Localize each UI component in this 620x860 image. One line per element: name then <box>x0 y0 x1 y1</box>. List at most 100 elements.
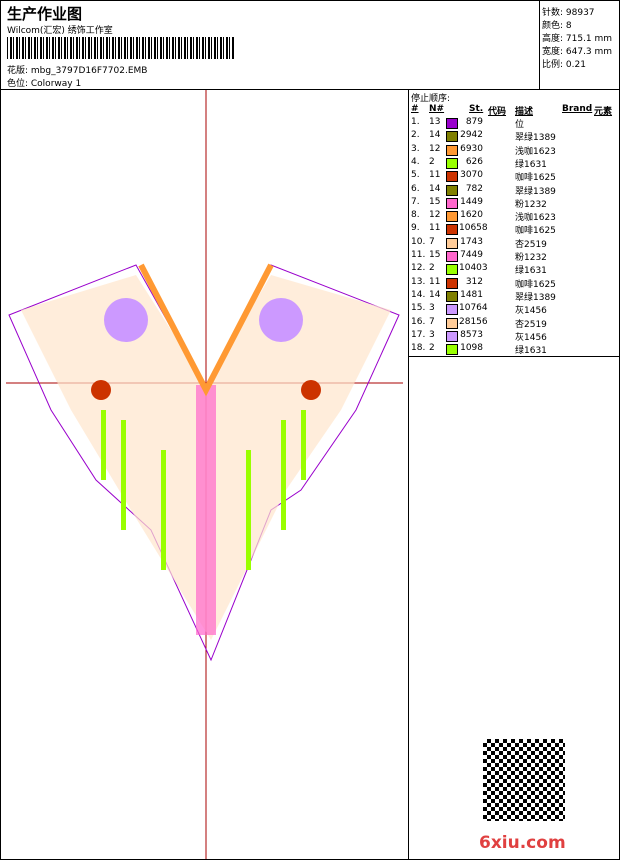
color-swatch <box>446 290 458 302</box>
description: 翠绿1389 <box>515 133 556 144</box>
row-number: 6. <box>411 183 420 194</box>
divider <box>408 356 619 357</box>
column-header: 描述 <box>515 107 534 117</box>
needle: 2 <box>429 263 435 274</box>
stitches: 879 <box>465 117 483 127</box>
row-number: 8. <box>411 210 420 221</box>
description: 杏2519 <box>515 319 547 330</box>
stitches: 1098 <box>460 343 483 354</box>
description: 粉1232 <box>515 253 547 263</box>
description: 绿1631 <box>515 266 547 277</box>
needle: 14 <box>429 183 441 194</box>
needle: 14 <box>429 130 441 141</box>
column-header: 代码 <box>488 107 507 117</box>
row-number: 16. <box>411 316 426 327</box>
needle: 13 <box>429 117 441 127</box>
stitches: 1449 <box>460 196 483 207</box>
color-swatch <box>446 211 458 223</box>
needle: 15 <box>429 196 441 207</box>
needle: 12 <box>429 210 441 221</box>
column-header: St. <box>469 104 484 114</box>
motif <box>301 380 321 400</box>
stitches: 1620 <box>460 210 483 221</box>
description: 灰1456 <box>515 306 547 317</box>
motif <box>91 380 111 400</box>
title: 生产作业图 <box>7 5 83 23</box>
row-number: 4. <box>411 156 420 167</box>
description: 杏2519 <box>515 239 547 250</box>
stitches: 1743 <box>460 236 483 247</box>
color-swatch <box>446 184 458 196</box>
description: 灰1456 <box>515 332 547 343</box>
color-swatch <box>446 344 458 356</box>
stitches: 10764 <box>459 303 488 314</box>
neckline <box>138 263 274 397</box>
stop-title: 停止顺序: <box>411 94 451 104</box>
column-header: 元素 <box>594 107 613 117</box>
color-swatch <box>446 304 458 316</box>
subtitle: Wilcom(汇宏) 绣饰工作室 <box>7 26 113 36</box>
color-swatch <box>446 197 458 209</box>
color-swatch <box>446 237 458 249</box>
stitches: 28156 <box>459 316 488 327</box>
needle: 7 <box>429 316 435 327</box>
embroidery <box>6 90 403 859</box>
row-number: 11. <box>411 250 426 260</box>
color-swatch <box>446 157 458 169</box>
divider <box>539 1 540 89</box>
needle: 12 <box>429 143 441 154</box>
row-number: 10. <box>411 236 426 247</box>
stitches: 3070 <box>460 170 483 181</box>
color-swatch <box>446 118 458 129</box>
color-swatch <box>446 317 458 329</box>
divider <box>1 89 619 90</box>
row-number: 9. <box>411 223 420 234</box>
color-swatch <box>446 171 458 183</box>
color-swatch <box>446 144 458 156</box>
color-swatch <box>446 131 458 143</box>
design-file: 花版: mbg_3797D16F7702.EMB <box>7 66 148 76</box>
color-swatch <box>446 251 458 262</box>
stitches: 6930 <box>460 143 483 154</box>
stitches: 312 <box>465 276 483 287</box>
stitches: 2942 <box>460 130 483 141</box>
info-line: 高度: 715.1 mm <box>542 34 613 44</box>
panel <box>196 385 216 635</box>
colorway: 色位: Colorway 1 <box>7 79 82 89</box>
description: 浅咖1623 <box>515 146 556 157</box>
color-swatch <box>446 264 458 276</box>
description: 粉1232 <box>515 199 547 210</box>
qr-code <box>483 739 565 821</box>
description: 咖啡1625 <box>515 173 556 184</box>
description: 咖啡1625 <box>515 279 556 290</box>
description: 浅咖1623 <box>515 213 556 224</box>
row-number: 12. <box>411 263 426 274</box>
row-number: 2. <box>411 130 420 141</box>
row-number: 17. <box>411 329 426 340</box>
color-swatch <box>446 277 458 289</box>
color-swatch <box>446 330 458 342</box>
description: 咖啡1625 <box>515 226 556 237</box>
needle: 3 <box>429 329 435 340</box>
description: 翠绿1389 <box>515 186 556 197</box>
info-line: 宽度: 647.3 mm <box>542 47 613 57</box>
description: 翠绿1389 <box>515 292 556 303</box>
needle: 7 <box>429 236 435 247</box>
row-number: 14. <box>411 289 426 300</box>
needle: 11 <box>429 276 441 287</box>
row-number: 15. <box>411 303 426 314</box>
stitches: 8573 <box>460 329 483 340</box>
description: 绿1631 <box>515 346 547 357</box>
row-number: 5. <box>411 170 420 181</box>
stitches: 1481 <box>460 289 483 300</box>
column-header: # <box>411 104 419 114</box>
needle: 3 <box>429 303 435 314</box>
needle: 2 <box>429 343 435 354</box>
stitches: 782 <box>465 183 483 194</box>
watermark: 6xiu.com <box>479 833 566 853</box>
flower <box>104 298 148 342</box>
divider <box>408 89 409 859</box>
needle: 11 <box>429 223 441 234</box>
needle: 2 <box>429 156 435 167</box>
needle: 15 <box>429 250 441 260</box>
